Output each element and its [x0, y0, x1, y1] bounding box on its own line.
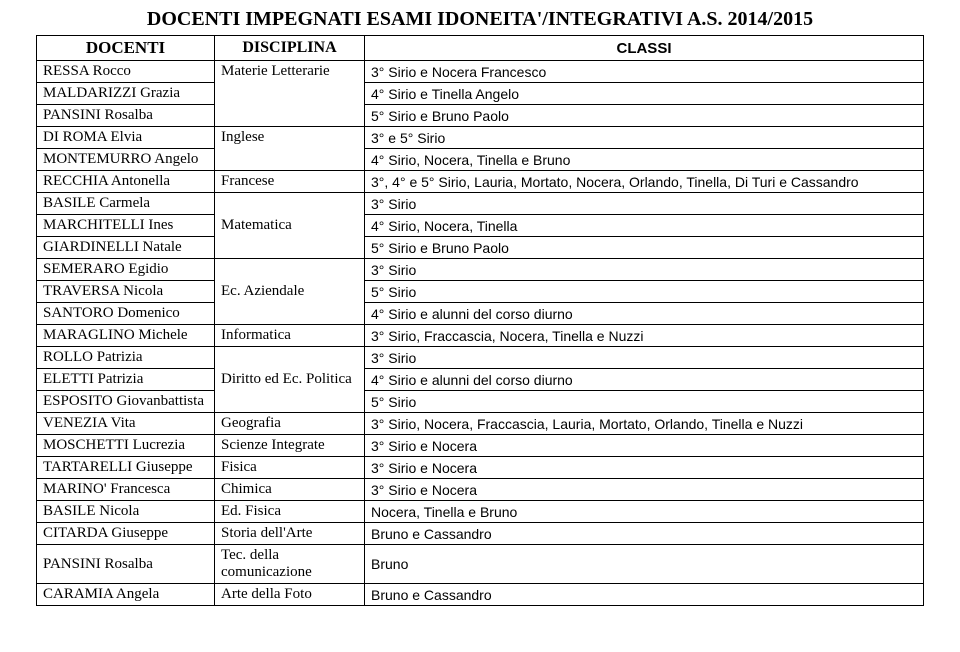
classi-cell: 3° Sirio e Nocera: [365, 457, 924, 479]
docente-name: MOSCHETTI Lucrezia: [37, 435, 215, 457]
classi-cell: 3° Sirio e Nocera Francesco: [365, 61, 924, 83]
classi-cell: 5° Sirio: [365, 281, 924, 303]
docente-name: DI ROMA Elvia: [37, 127, 215, 149]
docente-name: BASILE Nicola: [37, 501, 215, 523]
classi-cell: 3° Sirio e Nocera: [365, 479, 924, 501]
table-row: ELETTI Patrizia 4° Sirio e alunni del cor…: [37, 369, 924, 391]
table-row: PANSINI Rosalba 5° Sirio e Bruno Paolo: [37, 105, 924, 127]
table-row: VENEZIA VitaGeografia3° Sirio, Nocera, F…: [37, 413, 924, 435]
disciplina-cell: Matematica: [215, 193, 365, 259]
table-row: TRAVERSA Nicola 5° Sirio: [37, 281, 924, 303]
table-row: CARAMIA AngelaArte della FotoBruno e Cas…: [37, 584, 924, 606]
docente-name: TARTARELLI Giuseppe: [37, 457, 215, 479]
table-row: MONTEMURRO Angelo 4° Sirio, Nocera, Tinel…: [37, 149, 924, 171]
docente-name: RESSA Rocco: [37, 61, 215, 83]
disciplina-cell: Chimica: [215, 479, 365, 501]
disciplina-cell: Inglese: [215, 127, 365, 171]
disciplina-cell: Scienze Integrate: [215, 435, 365, 457]
docente-name: VENEZIA Vita: [37, 413, 215, 435]
table-row: PANSINI RosalbaTec. della comunicazioneB…: [37, 545, 924, 584]
classi-cell: 5° Sirio: [365, 391, 924, 413]
classi-cell: 3°, 4° e 5° Sirio, Lauria, Mortato, Noce…: [365, 171, 924, 193]
classi-cell: 4° Sirio e alunni del corso diurno: [365, 303, 924, 325]
docente-name: MARAGLINO Michele: [37, 325, 215, 347]
docente-name: SEMERARO Egidio: [37, 259, 215, 281]
docente-name: MALDARIZZI Grazia: [37, 83, 215, 105]
classi-cell: Bruno: [365, 545, 924, 584]
disciplina-cell: Diritto ed Ec. Politica: [215, 347, 365, 413]
classi-cell: Bruno e Cassandro: [365, 584, 924, 606]
docente-name: GIARDINELLI Natale: [37, 237, 215, 259]
col-header-disciplina: DISCIPLINA: [215, 36, 365, 61]
table-row: MARINO' FrancescaChimica3° Sirio e Nocer…: [37, 479, 924, 501]
disciplina-cell: Materie Letterarie: [215, 61, 365, 127]
classi-cell: 3° Sirio: [365, 193, 924, 215]
docente-name: MARINO' Francesca: [37, 479, 215, 501]
docente-name: RECCHIA Antonella: [37, 171, 215, 193]
table-row: ROLLO PatriziaDiritto ed Ec. Politica3° …: [37, 347, 924, 369]
disciplina-cell: Ed. Fisica: [215, 501, 365, 523]
disciplina-cell: Fisica: [215, 457, 365, 479]
table-row: BASILE NicolaEd. FisicaNocera, Tinella e…: [37, 501, 924, 523]
col-header-docenti: DOCENTI: [37, 36, 215, 61]
classi-cell: Nocera, Tinella e Bruno: [365, 501, 924, 523]
docente-name: BASILE Carmela: [37, 193, 215, 215]
table-header-row: DOCENTI DISCIPLINA CLASSI: [37, 36, 924, 61]
classi-cell: 3° e 5° Sirio: [365, 127, 924, 149]
table-row: SEMERARO EgidioEc. Aziendale3° Sirio: [37, 259, 924, 281]
classi-cell: 4° Sirio, Nocera, Tinella: [365, 215, 924, 237]
classi-cell: 5° Sirio e Bruno Paolo: [365, 105, 924, 127]
table-row: MOSCHETTI LucreziaScienze Integrate3° Si…: [37, 435, 924, 457]
disciplina-cell: Geografia: [215, 413, 365, 435]
docente-name: MARCHITELLI Ines: [37, 215, 215, 237]
disciplina-cell: Ec. Aziendale: [215, 259, 365, 325]
table-row: DI ROMA ElviaInglese3° e 5° Sirio: [37, 127, 924, 149]
classi-cell: 3° Sirio: [365, 259, 924, 281]
col-header-classi: CLASSI: [365, 36, 924, 61]
docente-name: ESPOSITO Giovanbattista: [37, 391, 215, 413]
classi-cell: 3° Sirio, Nocera, Fraccascia, Lauria, Mo…: [365, 413, 924, 435]
table-row: MALDARIZZI Grazia 4° Sirio e Tinella Ange…: [37, 83, 924, 105]
docente-name: ELETTI Patrizia: [37, 369, 215, 391]
docente-name: ROLLO Patrizia: [37, 347, 215, 369]
classi-cell: 3° Sirio: [365, 347, 924, 369]
table-row: CITARDA GiuseppeStoria dell'ArteBruno e …: [37, 523, 924, 545]
disciplina-cell: Informatica: [215, 325, 365, 347]
table-row: SANTORO Domenico 4° Sirio e alunni del co…: [37, 303, 924, 325]
disciplina-cell: Arte della Foto: [215, 584, 365, 606]
table-row: GIARDINELLI Natale 5° Sirio e Bruno Paolo: [37, 237, 924, 259]
table-row: TARTARELLI GiuseppeFisica3° Sirio e Noce…: [37, 457, 924, 479]
table-row: MARAGLINO MicheleInformatica3° Sirio, Fr…: [37, 325, 924, 347]
docente-name: CITARDA Giuseppe: [37, 523, 215, 545]
classi-cell: 3° Sirio, Fraccascia, Nocera, Tinella e …: [365, 325, 924, 347]
table-row: RECCHIA AntonellaFrancese3°, 4° e 5° Sir…: [37, 171, 924, 193]
classi-cell: Bruno e Cassandro: [365, 523, 924, 545]
docente-name: TRAVERSA Nicola: [37, 281, 215, 303]
docente-name: PANSINI Rosalba: [37, 105, 215, 127]
disciplina-cell: Storia dell'Arte: [215, 523, 365, 545]
docente-name: PANSINI Rosalba: [37, 545, 215, 584]
disciplina-cell: Tec. della comunicazione: [215, 545, 365, 584]
classi-cell: 4° Sirio e alunni del corso diurno: [365, 369, 924, 391]
classi-cell: 4° Sirio, Nocera, Tinella e Bruno: [365, 149, 924, 171]
classi-cell: 3° Sirio e Nocera: [365, 435, 924, 457]
table-row: BASILE CarmelaMatematica3° Sirio: [37, 193, 924, 215]
docente-name: CARAMIA Angela: [37, 584, 215, 606]
classi-cell: 5° Sirio e Bruno Paolo: [365, 237, 924, 259]
disciplina-cell: Francese: [215, 171, 365, 193]
table-row: ESPOSITO Giovanbattista 5° Sirio: [37, 391, 924, 413]
table-row: MARCHITELLI Ines 4° Sirio, Nocera, Tinell…: [37, 215, 924, 237]
table-row: RESSA RoccoMaterie Letterarie3° Sirio e …: [37, 61, 924, 83]
classi-cell: 4° Sirio e Tinella Angelo: [365, 83, 924, 105]
page-title: DOCENTI IMPEGNATI ESAMI IDONEITA'/INTEGR…: [36, 8, 924, 31]
docenti-table: DOCENTI DISCIPLINA CLASSI RESSA RoccoMat…: [36, 35, 924, 606]
docente-name: MONTEMURRO Angelo: [37, 149, 215, 171]
docente-name: SANTORO Domenico: [37, 303, 215, 325]
